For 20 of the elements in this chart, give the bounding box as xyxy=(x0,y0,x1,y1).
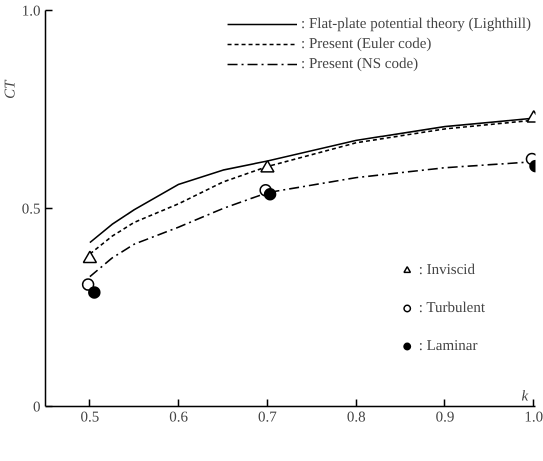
y-tick-label: 1.0 xyxy=(22,4,40,20)
x-tick-label: 0.8 xyxy=(346,410,366,426)
legend-label: : Laminar xyxy=(418,338,478,354)
legend-label: : Flat-plate potential theory (Lighthill) xyxy=(301,16,531,32)
x-tick-label: 0.5 xyxy=(80,410,100,426)
point xyxy=(88,286,101,299)
legend-label: : Present (Euler code) xyxy=(301,36,432,52)
x-axis-title: k xyxy=(522,388,528,404)
y-axis-title: CT xyxy=(2,78,18,99)
legend-label: : Turbulent xyxy=(418,300,485,316)
legend-label: : Present (NS code) xyxy=(301,56,418,72)
legend-label: : Inviscid xyxy=(418,262,475,278)
x-tick-label: 1.0 xyxy=(524,410,543,426)
x-tick-label: 0.7 xyxy=(258,410,278,426)
point xyxy=(264,188,276,200)
y-tick-label: 0 xyxy=(33,400,40,416)
x-tick-label: 0.6 xyxy=(169,410,189,426)
x-tick-label: 0.9 xyxy=(436,410,454,426)
y-tick-label: 0.5 xyxy=(22,202,40,218)
point xyxy=(82,278,94,291)
